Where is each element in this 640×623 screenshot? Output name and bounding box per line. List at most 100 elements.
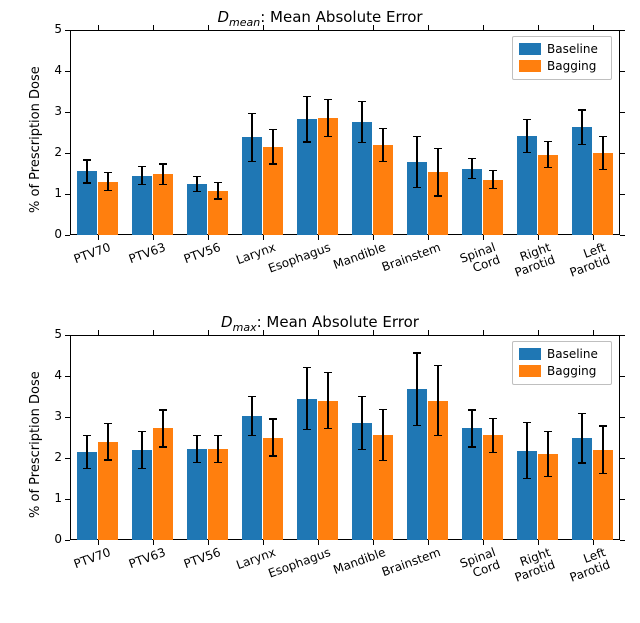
errorbar [437,366,438,436]
xtick-mark [593,540,594,545]
ytick-mark [65,376,70,377]
xtick-mark [593,25,594,30]
errorbar-cap [468,158,476,159]
errorbar-cap [599,169,607,170]
errorbar-cap [599,136,607,137]
legend-label-bagging: Bagging [547,363,596,380]
errorbar-cap [413,352,421,353]
xtick-mark [98,235,99,240]
errorbar-cap [324,372,332,373]
errorbar-cap [193,191,201,192]
errorbar [217,183,218,199]
ytick-mark [65,417,70,418]
errorbar-cap [159,446,167,447]
errorbar-cap [413,425,421,426]
errorbar-cap [269,129,277,130]
errorbar-cap [544,167,552,168]
errorbar [162,164,163,185]
xtick-mark [593,330,594,335]
chart-title-dmean: Dmean: Mean Absolute Error [0,8,640,29]
xtick-mark [483,25,484,30]
errorbar-cap [214,435,222,436]
errorbar-cap [523,422,531,423]
xtick-mark [428,235,429,240]
errorbar [471,158,472,179]
legend-dmax: BaselineBagging [512,341,612,385]
errorbar-cap [138,468,146,469]
errorbar [361,102,362,143]
xtick-mark [98,25,99,30]
ytick-mark [620,71,625,72]
xtick-mark [153,25,154,30]
legend-label-bagging: Bagging [547,58,596,75]
legend-dmean: BaselineBagging [512,36,612,80]
errorbar-cap [358,449,366,450]
errorbar-cap [544,141,552,142]
errorbar [86,160,87,183]
errorbar-cap [83,159,91,160]
errorbar-cap [489,188,497,189]
errorbar [416,353,417,425]
ytick-mark [65,71,70,72]
errorbar-cap [599,425,607,426]
ytick-mark [620,499,625,500]
xtick-mark [538,25,539,30]
errorbar-cap [578,462,586,463]
legend-swatch-bagging [519,60,541,72]
xtick-mark [98,540,99,545]
errorbar-cap [159,409,167,410]
ytick-label: 4 [40,368,62,382]
errorbar-cap [83,435,91,436]
errorbar [581,110,582,144]
errorbar-cap [434,365,442,366]
errorbar [251,114,252,162]
errorbar-cap [104,172,112,173]
errorbar-cap [104,190,112,191]
errorbar [327,373,328,429]
errorbar [581,414,582,463]
errorbar-cap [358,142,366,143]
errorbar-cap [379,460,387,461]
errorbar [327,100,328,137]
xtick-mark [538,330,539,335]
ytick-mark [65,458,70,459]
errorbar-cap [523,478,531,479]
errorbar-cap [303,96,311,97]
figure: Dmean: Mean Absolute Error012345% of Pre… [0,0,640,623]
ytick-mark [620,417,625,418]
errorbar-cap [193,435,201,436]
errorbar-cap [379,128,387,129]
errorbar-cap [214,198,222,199]
ytick-label: 1 [40,491,62,505]
xtick-mark [538,235,539,240]
errorbar-cap [434,435,442,436]
errorbar-cap [578,109,586,110]
ytick-mark [65,335,70,336]
ytick-mark [620,335,625,336]
legend-label-baseline: Baseline [547,41,598,58]
errorbar [547,431,548,476]
xtick-mark [318,330,319,335]
ytick-label: 2 [40,145,62,159]
errorbar [361,397,362,450]
legend-swatch-baseline [519,43,541,55]
ytick-mark [65,235,70,236]
errorbar-cap [578,144,586,145]
xtick-mark [208,330,209,335]
xtick-mark [153,330,154,335]
errorbar-cap [269,455,277,456]
errorbar-cap [303,429,311,430]
errorbar [141,167,142,185]
ytick-label: 0 [40,227,62,241]
errorbar-cap [358,101,366,102]
errorbar-cap [248,161,256,162]
legend-item-bagging: Bagging [519,363,605,380]
ytick-label: 5 [40,22,62,36]
ytick-mark [620,194,625,195]
xtick-mark [428,330,429,335]
xtick-mark [483,235,484,240]
errorbar-cap [468,409,476,410]
errorbar-cap [324,428,332,429]
ytick-label: 1 [40,186,62,200]
legend-item-bagging: Bagging [519,58,605,75]
